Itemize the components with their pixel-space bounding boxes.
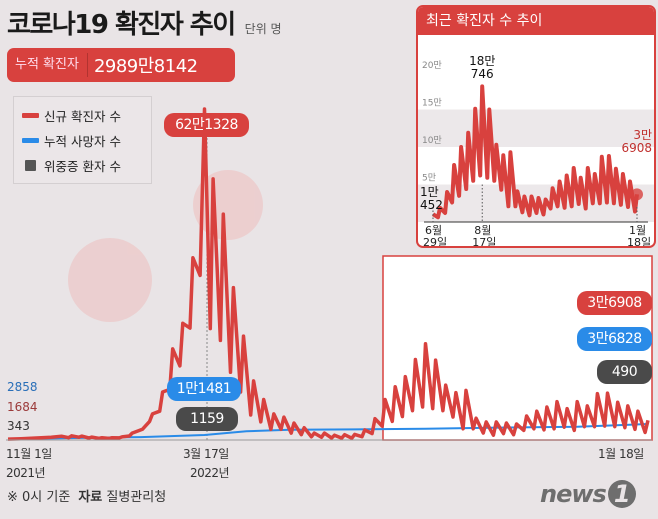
inset-x-tick-month: 8월 — [474, 224, 491, 237]
inset-grid-band — [418, 109, 654, 147]
start-deaths-value: 2858 — [7, 380, 38, 394]
latest-critical-label: 490 — [597, 360, 652, 384]
inset-end-label: 3만 — [633, 128, 652, 142]
legend-item-deaths: 누적 사망자 수 — [22, 128, 143, 153]
news1-logo: news 1 — [540, 480, 636, 508]
inset-x-tick-day: 18일 — [627, 235, 651, 248]
inset-end-label: 6908 — [621, 141, 652, 155]
start-cases-value: 1684 — [7, 400, 38, 414]
inset-x-tick-month: 6월 — [425, 224, 442, 237]
inset-start-label: 1만 — [420, 185, 439, 199]
recent-trend-inset: 최근 확진자 수 추이 5만 10만 15만 20만 6월 29일 8월 17일 1월 18일 1만… — [416, 5, 656, 248]
peak-deaths-label: 1만1481 — [167, 377, 241, 401]
total-value: 2989만8142 — [93, 56, 198, 77]
inset-x-tick-day: 29일 — [423, 235, 447, 248]
inset-y-tick: 20만 — [422, 60, 442, 71]
inset-y-tick: 10만 — [422, 135, 442, 146]
legend-item-cases: 신규 확진자 수 — [22, 103, 143, 128]
inset-start-label: 452 — [420, 198, 443, 212]
virus-decoration — [68, 170, 263, 322]
inset-y-tick: 15만 — [422, 98, 442, 109]
inset-x-tick-month: 1월 — [629, 224, 646, 237]
peak-cases-label: 62만1328 — [164, 113, 249, 137]
latest-cases-label: 3만6908 — [577, 291, 652, 315]
legend: 신규 확진자 수 누적 사망자 수 위중증 환자 수 — [13, 96, 152, 184]
x-tick-start: 11월 1일 — [6, 447, 52, 461]
total-cases-badge: 누적 확진자 2989만8142 — [7, 48, 235, 82]
start-critical-value: 343 — [7, 419, 30, 433]
inset-title: 최근 확진자 수 추이 — [418, 7, 654, 35]
inset-x-tick-day: 17일 — [472, 235, 496, 248]
unit-label: 단위 명 — [244, 22, 282, 36]
footer: ※ 0시 기준 자료 질병관리청 — [7, 490, 167, 505]
page-title: 코로나19 확진자 추이 — [7, 10, 236, 40]
x-tick-peak: 3월 17일 — [183, 447, 229, 461]
x-tick-start-year: 2021년 — [6, 466, 46, 480]
inset-cases-line — [431, 84, 639, 220]
inset-peak-label: 746 — [471, 67, 494, 81]
x-tick-end: 1월 18일 — [598, 447, 644, 461]
latest-deaths-label: 3만6828 — [577, 327, 652, 351]
cases-series-line — [7, 107, 650, 441]
peak-critical-label: 1159 — [176, 407, 238, 431]
title-bar: 코로나19 확진자 추이 단위 명 — [7, 4, 282, 41]
total-label: 누적 확진자 — [7, 53, 88, 77]
inset-peak-label: 18만 — [469, 54, 495, 68]
x-tick-peak-year: 2022년 — [190, 466, 230, 480]
legend-item-critical: 위중증 환자 수 — [22, 153, 143, 178]
inset-y-tick: 5만 — [422, 173, 436, 184]
inset-grid-band — [418, 72, 654, 110]
inset-latest-point — [631, 188, 643, 201]
